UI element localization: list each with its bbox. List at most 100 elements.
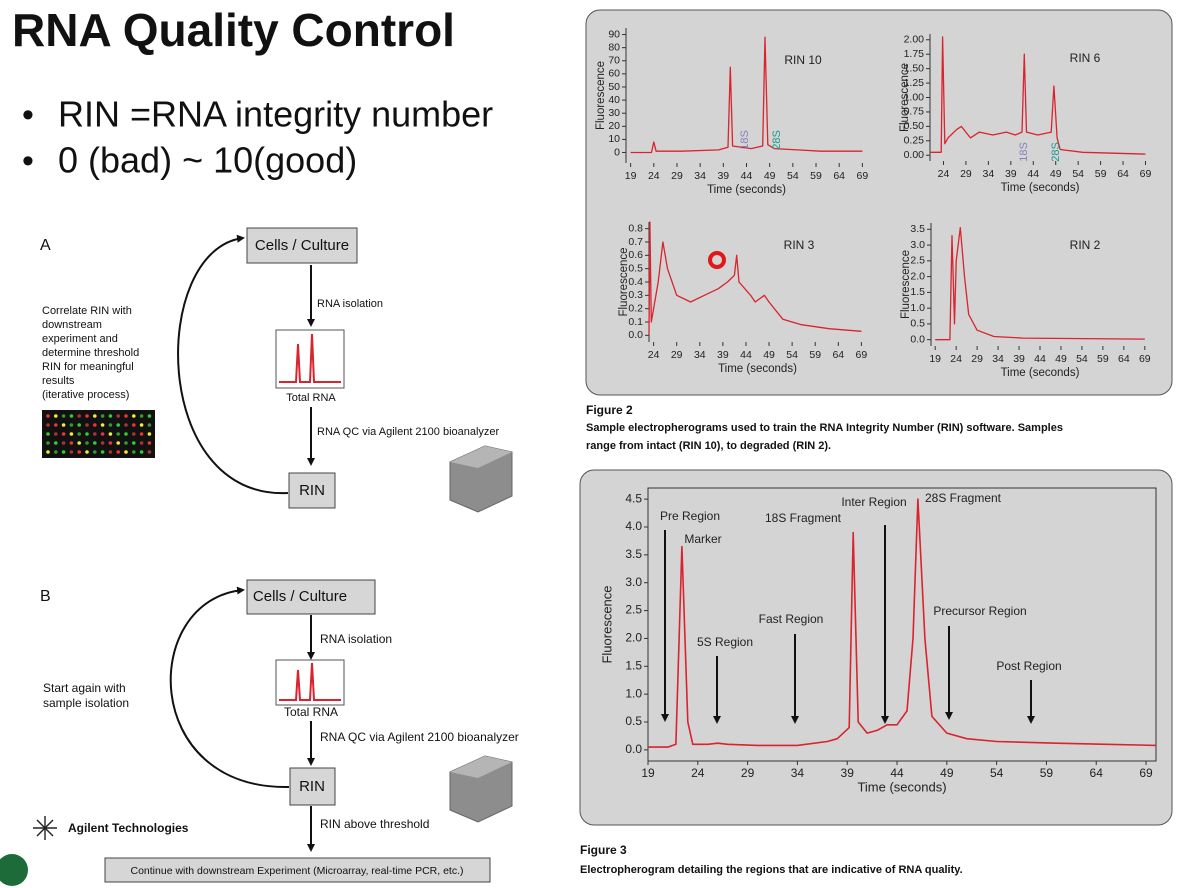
- y-tick-label: 20: [608, 120, 620, 132]
- annotation: 28S Fragment: [925, 491, 1002, 505]
- note-line: downstream: [42, 319, 102, 331]
- x-tick-label: 69: [1140, 168, 1152, 180]
- y-tick-label: 0.2: [628, 302, 643, 314]
- y-tick-label: 0.50: [904, 120, 925, 132]
- x-tick-label: 39: [841, 766, 855, 780]
- array-dot: [85, 450, 89, 454]
- annotation: Fast Region: [759, 612, 824, 626]
- y-tick-label: 80: [608, 41, 620, 53]
- array-dot: [54, 441, 58, 445]
- array-dot: [100, 441, 105, 445]
- x-tick-label: 29: [671, 170, 683, 182]
- y-tick-label: 70: [608, 55, 620, 67]
- x-tick-label: 29: [960, 168, 972, 180]
- array-dot: [61, 432, 66, 436]
- array-dot: [124, 450, 128, 454]
- array-dot: [54, 414, 58, 418]
- y-tick-label: 1.50: [904, 62, 925, 74]
- x-tick-label: 69: [1139, 766, 1153, 780]
- x-tick-label: 19: [625, 170, 637, 182]
- array-dot: [46, 450, 50, 454]
- trace: [930, 36, 1146, 155]
- annotation: 18S: [1018, 142, 1030, 162]
- x-tick-label: 34: [992, 353, 1004, 365]
- x-tick-label: 19: [929, 353, 941, 365]
- x-tick-label: 59: [809, 349, 821, 361]
- array-dot: [100, 450, 105, 454]
- y-tick-label: 2.5: [625, 603, 642, 617]
- x-tick-label: 34: [791, 766, 805, 780]
- array-dot: [93, 432, 97, 436]
- y-tick-label: 4.0: [625, 519, 642, 533]
- figure-caption: range from intact (RIN 10), to degraded …: [586, 440, 831, 452]
- array-dot: [46, 432, 50, 436]
- y-axis-label: Fluorescence: [599, 585, 614, 663]
- array-dot: [124, 423, 128, 427]
- x-tick-label: 39: [717, 170, 729, 182]
- y-tick-label: 0.4: [628, 276, 643, 288]
- y-tick-label: 2.0: [910, 270, 925, 282]
- x-tick-label: 54: [1072, 168, 1084, 180]
- array-dot: [61, 450, 66, 454]
- array-dot: [147, 414, 152, 418]
- y-tick-label: 0.0: [910, 333, 925, 345]
- diagram-a: A Cells / Culture RNA isolation Total RN…: [40, 227, 513, 513]
- step-label: RIN above threshold: [320, 817, 429, 831]
- y-tick-label: 2.00: [904, 34, 925, 46]
- logo-mark: [33, 816, 57, 840]
- step-label: RNA QC via Agilent 2100 bioanalyzer: [320, 730, 519, 744]
- y-tick-label: 50: [608, 81, 620, 93]
- array-dot: [108, 432, 113, 436]
- array-dot: [77, 441, 81, 445]
- array-dot: [93, 423, 97, 427]
- x-tick-label: 29: [671, 349, 683, 361]
- x-tick-label: 44: [890, 766, 904, 780]
- annotation: 28S: [771, 130, 783, 150]
- y-axis-label: Fluorescence: [618, 247, 630, 316]
- figure-label: Figure 2: [586, 403, 633, 417]
- array-dot: [69, 423, 74, 427]
- y-axis-label: Fluorescence: [900, 250, 912, 319]
- array-dot: [116, 414, 120, 418]
- array-dot: [108, 450, 113, 454]
- x-tick-label: 39: [717, 349, 729, 361]
- y-tick-label: 0: [614, 146, 620, 158]
- array-dot: [132, 414, 136, 418]
- array-dot: [77, 423, 81, 427]
- note-line: determine threshold: [42, 347, 139, 359]
- annotation: Post Region: [996, 659, 1061, 673]
- y-tick-label: 60: [608, 68, 620, 80]
- array-dot: [69, 441, 74, 445]
- array-dot: [124, 441, 128, 445]
- array-dot: [77, 432, 81, 436]
- array-dot: [108, 423, 113, 427]
- y-tick-label: 2.5: [910, 255, 925, 267]
- x-tick-label: 24: [648, 170, 660, 182]
- step-label: RNA QC via Agilent 2100 bioanalyzer: [317, 426, 500, 438]
- figure-caption: Electropherogram detailing the regions t…: [580, 864, 963, 876]
- instrument-top: [450, 446, 512, 468]
- instrument-top: [450, 756, 512, 778]
- node-box: [288, 472, 336, 509]
- trace: [935, 227, 1145, 341]
- array-dot: [61, 423, 66, 427]
- y-tick-label: 0.8: [628, 222, 643, 234]
- note-line: sample isolation: [43, 696, 129, 710]
- y-tick-label: 3.5: [910, 223, 925, 235]
- array-dot: [124, 432, 128, 436]
- microarray-image: [42, 410, 155, 458]
- x-tick-label: 39: [1013, 353, 1025, 365]
- y-tick-label: 0.25: [904, 135, 925, 147]
- y-tick-label: 0.3: [628, 289, 643, 301]
- array-dot: [147, 432, 152, 436]
- y-tick-label: 4.5: [625, 491, 642, 505]
- x-tick-label: 54: [787, 170, 799, 182]
- array-dot: [69, 414, 74, 418]
- x-tick-label: 49: [1050, 168, 1062, 180]
- sample-label: Total RNA: [286, 392, 336, 404]
- array-dot: [147, 423, 152, 427]
- note-line: RIN for meaningful: [42, 361, 134, 373]
- x-tick-label: 24: [938, 168, 950, 180]
- annotation: Inter Region: [841, 495, 906, 509]
